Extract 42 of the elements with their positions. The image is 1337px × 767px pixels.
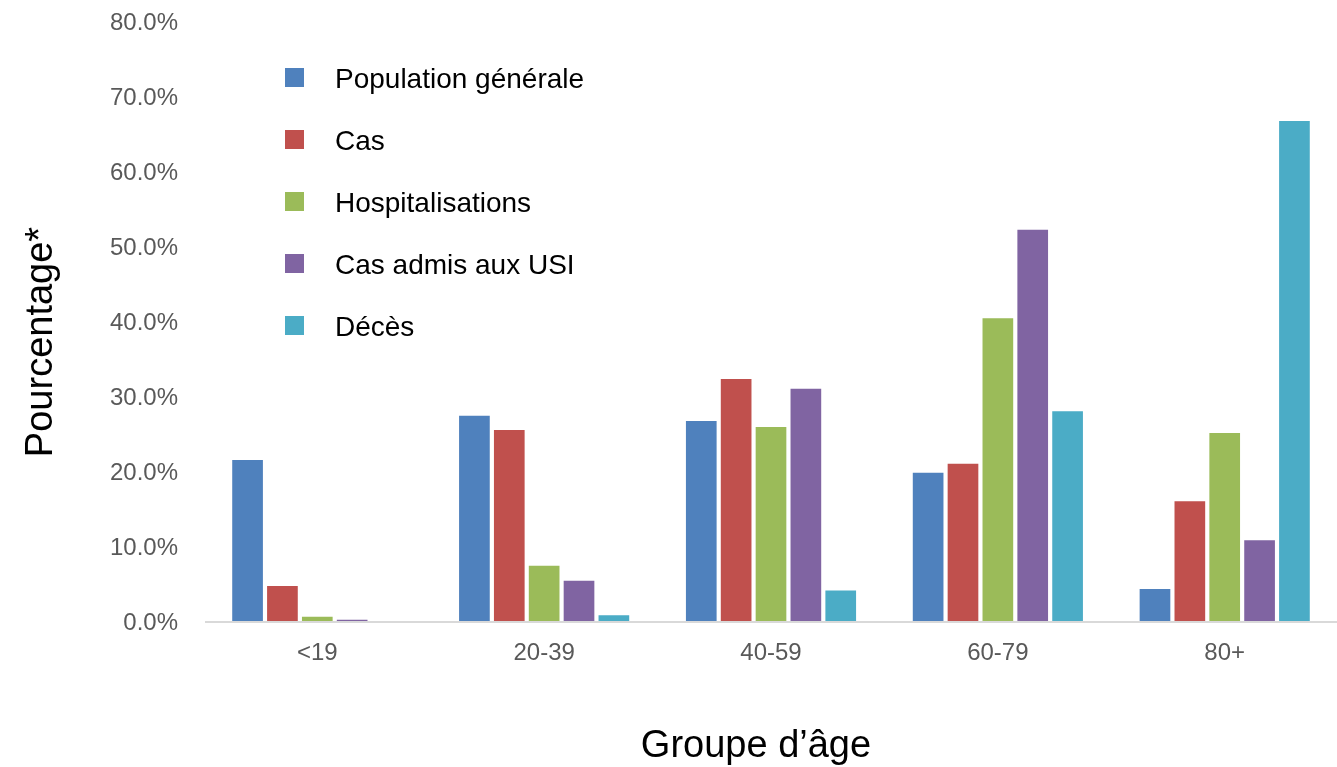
x-axis-title: Groupe d’âge [640, 723, 872, 765]
bar [790, 388, 822, 622]
legend-label: Décès [335, 310, 415, 342]
bar [982, 318, 1014, 622]
x-tick-label: 20-39 [513, 638, 575, 665]
y-tick-label: 0.0% [123, 608, 178, 636]
bar [1174, 501, 1206, 622]
legend-label: Hospitalisations [335, 186, 532, 218]
y-tick-label: 20.0% [109, 458, 178, 486]
bar [685, 421, 717, 622]
bar [947, 463, 979, 622]
y-tick-label: 10.0% [109, 533, 178, 561]
y-tick-label: 70.0% [109, 83, 178, 111]
legend-label: Population générale [335, 62, 585, 94]
bar [232, 460, 263, 622]
bar [267, 586, 298, 622]
y-tick-label: 60.0% [109, 158, 178, 186]
bar [1017, 229, 1049, 622]
bar [825, 590, 857, 622]
x-tick-label: 60-79 [967, 638, 1029, 665]
x-tick-label: 80+ [1204, 638, 1246, 665]
y-tick-label: 50.0% [109, 233, 178, 261]
bar [755, 427, 787, 622]
x-tick-label: <19 [296, 638, 338, 665]
bar [1209, 433, 1241, 622]
y-tick-label: 80.0% [109, 8, 178, 36]
bar [1052, 411, 1083, 622]
bar [528, 565, 560, 622]
legend-label: Cas [335, 124, 385, 156]
bar [563, 580, 595, 622]
y-tick-label: 30.0% [109, 383, 178, 411]
bar [1279, 121, 1310, 622]
legend-label: Cas admis aux USI [335, 248, 575, 280]
y-axis-title: Pourcentage* [18, 226, 60, 458]
bar [720, 379, 752, 622]
bar [912, 472, 944, 622]
bar [1139, 589, 1171, 622]
x-tick-label: 40-59 [740, 638, 802, 665]
y-tick-label: 40.0% [109, 308, 178, 336]
bar [1244, 540, 1275, 622]
bar [493, 430, 525, 622]
bar [459, 415, 490, 622]
